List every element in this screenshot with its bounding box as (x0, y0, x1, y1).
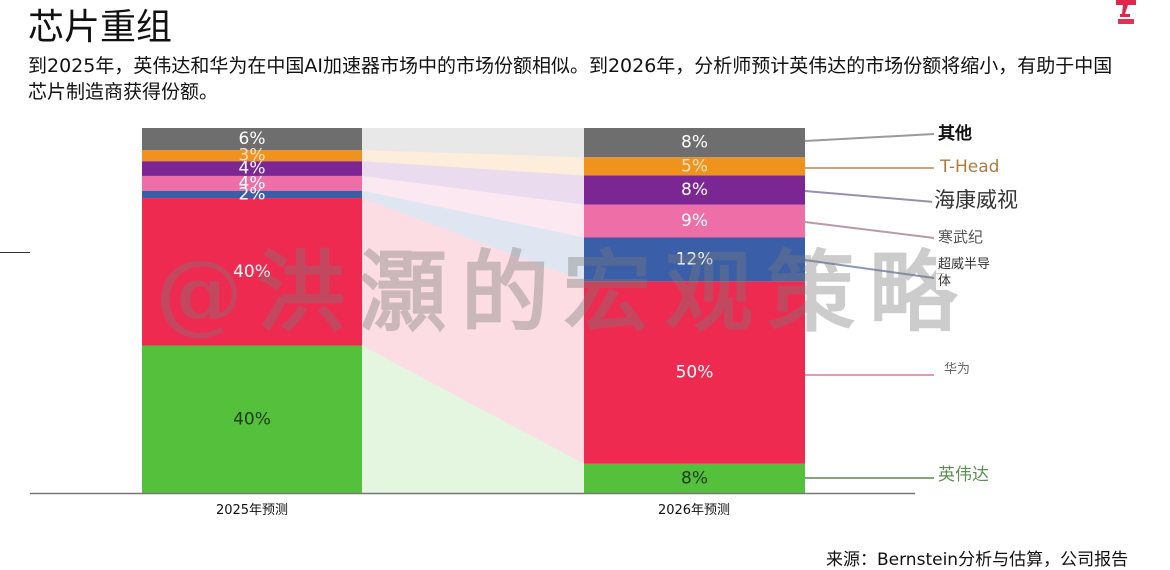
legend-label-hikvision: 海康威视 (932, 188, 1020, 212)
segment-value-label: 5% (681, 156, 708, 176)
connector-band (362, 198, 584, 464)
bar-segment (584, 128, 805, 158)
legend-leader-line (804, 190, 935, 203)
segment-value-label: 4% (239, 159, 266, 179)
connector-band (362, 175, 584, 238)
segment-value-label: 40% (233, 409, 271, 429)
bar-segment (584, 237, 805, 282)
legend-label-others: 其他 (936, 124, 974, 144)
x-tick-2025: 2025年预测 (215, 503, 289, 518)
connector-band (362, 190, 584, 282)
connector-band (362, 161, 584, 205)
legend-label-amd-line1: 超威半导 (936, 257, 993, 273)
bar-segment (142, 128, 362, 151)
red-t-logo-icon (1116, 0, 1136, 24)
segment-value-label: 50% (676, 363, 714, 383)
bar-segment (584, 157, 805, 176)
segment-value-label: 6% (239, 129, 266, 149)
bar-segment (142, 175, 362, 191)
segment-value-label: 8% (681, 468, 708, 488)
segment-value-label: 12% (676, 249, 714, 269)
bar-segment (584, 175, 805, 205)
legend-label-nvidia: 英伟达 (936, 465, 991, 485)
bar-segment (584, 281, 805, 464)
bar-segment (142, 150, 362, 162)
segment-value-label: 9% (681, 211, 708, 231)
legend-label-amd-line2: 体 (936, 274, 954, 290)
legend-leader-line (804, 221, 935, 239)
bar-segment (584, 463, 805, 493)
connector-band (362, 150, 584, 176)
segment-value-label: 8% (681, 133, 708, 153)
connector-band (362, 128, 584, 158)
x-tick-2026: 2026年预测 (657, 503, 731, 518)
bar-segment (142, 198, 362, 346)
bar-segment (142, 345, 362, 493)
connector-band (362, 345, 584, 493)
segment-value-label: 4% (239, 173, 266, 193)
page-subtitle: 到2025年，英伟达和华为在中国AI加速器市场中的市场份额相似。到2026年，分… (28, 55, 1113, 103)
legend-leader-line (804, 133, 935, 142)
axis-tick-mark (0, 252, 30, 253)
legend-label-t-head: T-Head (938, 157, 1002, 177)
segment-value-label: 40% (233, 262, 271, 282)
segment-value-label: 2% (239, 184, 266, 204)
legend-leader-line (804, 259, 935, 279)
page-title: 芯片重组 (28, 7, 173, 48)
source-note: 来源：Bernstein分析与估算，公司报告 (826, 550, 1129, 570)
bar-segment (142, 161, 362, 176)
legend-label-huawei: 华为 (940, 360, 985, 380)
segment-value-label: 3% (239, 146, 266, 166)
legend-label-cambricon: 寒武纪 (936, 227, 986, 247)
bar-segment (142, 190, 362, 199)
segment-value-label: 8% (681, 180, 708, 200)
bar-segment (584, 204, 805, 238)
